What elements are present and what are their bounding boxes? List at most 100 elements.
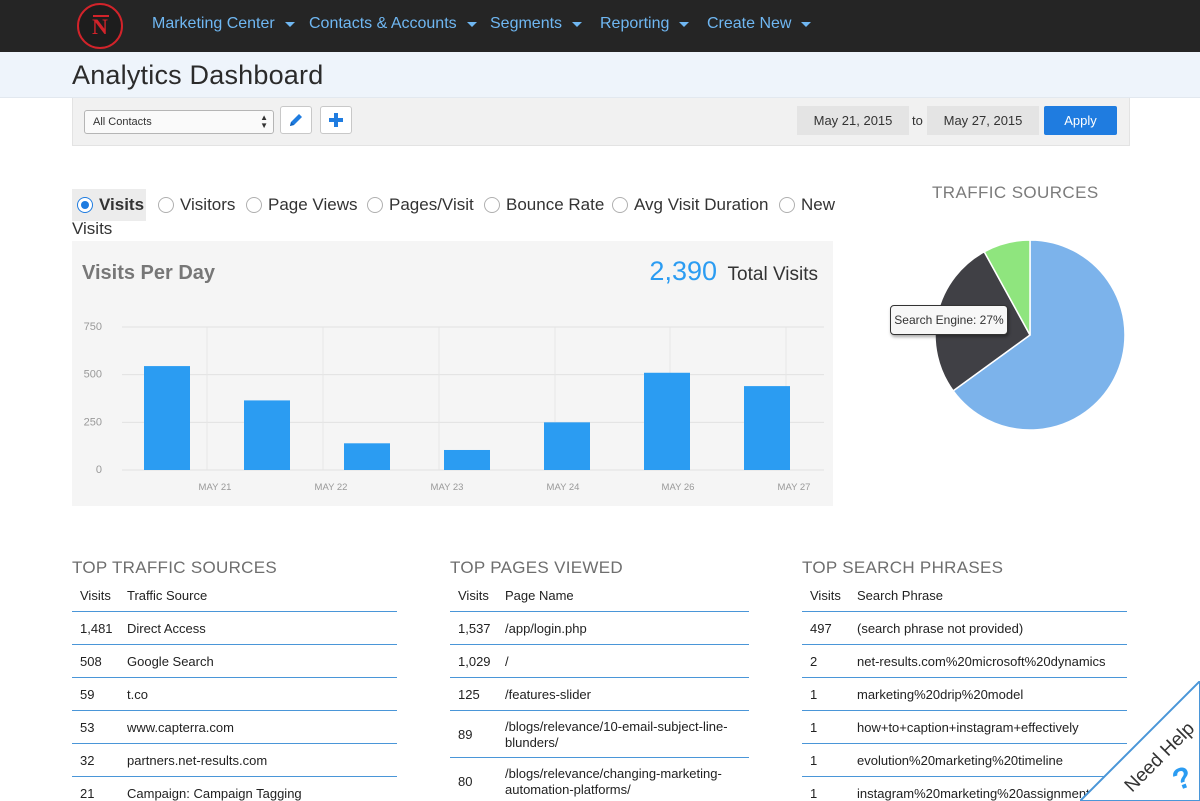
- table-row[interactable]: 80/blogs/relevance/changing-marketing-au…: [450, 758, 749, 801]
- nav-marketing-center[interactable]: Marketing Center: [152, 15, 295, 33]
- table-row[interactable]: 53 www.capterra.com: [72, 711, 397, 744]
- select-value: All Contacts: [93, 116, 152, 128]
- cell-label: /: [505, 654, 509, 669]
- cell-visits: 1: [810, 720, 818, 735]
- pencil-icon: [290, 114, 302, 126]
- chevron-down-icon: [466, 21, 477, 27]
- table-row[interactable]: 1,029 /: [450, 645, 749, 678]
- metric-page-views[interactable]: Page Views: [246, 195, 357, 215]
- metric-new-visits[interactable]: New: [779, 195, 835, 215]
- nav-label: Contacts & Accounts: [309, 15, 457, 32]
- edit-segment-button[interactable]: [280, 106, 312, 134]
- total-visits-label: Total Visits: [727, 264, 818, 285]
- add-segment-button[interactable]: [320, 106, 352, 134]
- bar[interactable]: [244, 400, 290, 470]
- nav-label: Marketing Center: [152, 15, 275, 32]
- title-band: Analytics Dashboard: [0, 52, 1200, 98]
- metric-label: Visitors: [180, 195, 236, 214]
- table-header: Visits Traffic Source: [72, 584, 397, 612]
- header-visits: Visits: [810, 588, 841, 603]
- table-row[interactable]: 1 evolution%20marketing%20timeline: [802, 744, 1127, 777]
- cell-visits: 1,481: [80, 621, 113, 636]
- bar[interactable]: [644, 372, 690, 470]
- logo-letter: N: [92, 14, 108, 39]
- apply-button[interactable]: Apply: [1044, 106, 1117, 135]
- table-row[interactable]: 508 Google Search: [72, 645, 397, 678]
- metric-label: Bounce Rate: [506, 195, 605, 214]
- table-row[interactable]: 1,481 Direct Access: [72, 612, 397, 645]
- table-row[interactable]: 1 marketing%20drip%20model: [802, 678, 1127, 711]
- header-label: Traffic Source: [127, 588, 208, 603]
- y-tick-label: 750: [84, 321, 102, 333]
- cell-label: t.co: [127, 687, 148, 702]
- header-visits: Visits: [458, 588, 489, 603]
- metric-avg-visit-duration[interactable]: Avg Visit Duration: [612, 195, 769, 215]
- table-header: Visits Search Phrase: [802, 584, 1127, 612]
- bar[interactable]: [744, 386, 790, 470]
- pie-slice[interactable]: [952, 240, 1126, 431]
- metric-visitors[interactable]: Visitors: [158, 195, 235, 215]
- table-row[interactable]: 2 net-results.com%20microsoft%20dynamics: [802, 645, 1127, 678]
- x-tick-label: MAY 24: [547, 482, 580, 493]
- header-label: Search Phrase: [857, 588, 943, 603]
- radio-icon: [367, 197, 383, 213]
- radio-icon: [612, 197, 628, 213]
- radio-icon: [246, 197, 262, 213]
- metric-label: Page Views: [268, 195, 358, 214]
- y-tick-label: 0: [96, 464, 102, 476]
- nav-reporting[interactable]: Reporting: [600, 15, 690, 33]
- metric-pages-per-visit[interactable]: Pages/Visit: [367, 195, 474, 215]
- cell-visits: 21: [80, 786, 95, 801]
- top-search-phrases-table: Visits Search Phrase 497 (search phrase not…: [802, 584, 1127, 801]
- cell-label: instagram%20marketing%20assignment: [857, 786, 1090, 801]
- pie-slice[interactable]: [983, 240, 1031, 336]
- bar[interactable]: [544, 422, 590, 470]
- table-row[interactable]: 497 (search phrase not provided): [802, 612, 1127, 645]
- contact-filter-select[interactable]: All Contacts ▲ ▼: [84, 110, 274, 134]
- bar[interactable]: [444, 449, 490, 470]
- filter-bar: All Contacts ▲ ▼ May 21, 2015 to May 27, …: [72, 98, 1130, 146]
- cell-label: Direct Access: [127, 621, 206, 636]
- bar[interactable]: [344, 443, 390, 470]
- top-search-phrases-title: TOP SEARCH PHRASES: [802, 558, 1004, 577]
- cell-visits: 1: [810, 753, 818, 768]
- need-help-button[interactable]: Need Help ?: [1080, 681, 1200, 801]
- table-row[interactable]: 89/blogs/relevance/10-email-subject-line…: [450, 711, 749, 758]
- cell-label: Google Search: [127, 654, 214, 669]
- radio-selected-icon: [77, 197, 93, 213]
- date-to-field[interactable]: May 27, 2015: [927, 106, 1039, 135]
- table-row[interactable]: 1 how+to+caption+instagram+effectively: [802, 711, 1127, 744]
- chart-title: Visits Per Day: [82, 262, 216, 284]
- cell-label: /blogs/relevance/10-email-subject-line-b…: [505, 719, 728, 750]
- x-tick-label: MAY 26: [662, 482, 695, 493]
- table-row[interactable]: 32 partners.net-results.com: [72, 744, 397, 777]
- traffic-sources-pie: [934, 240, 1126, 431]
- table-row[interactable]: 125/features-slider: [450, 678, 749, 711]
- table-row[interactable]: 59 t.co: [72, 678, 397, 711]
- cell-visits: 32: [80, 753, 95, 768]
- bar[interactable]: [144, 366, 190, 470]
- nav-create-new[interactable]: Create New: [707, 15, 812, 33]
- top-pages-viewed-table: Visits Page Name 1,537/app/login.php 1,029 /…: [450, 584, 749, 801]
- top-traffic-sources-title: TOP TRAFFIC SOURCES: [72, 558, 278, 577]
- header-label: Page Name: [505, 588, 574, 603]
- visits-chart-panel: 750 500 250 0 MAY 21 MAY 22 MAY 23 MAY 24 MAY 26…: [72, 241, 833, 506]
- metric-label: New: [801, 195, 836, 214]
- select-arrows-icon: ▲ ▼: [260, 113, 268, 130]
- metric-visits[interactable]: Visits: [77, 195, 144, 215]
- total-visits-value: 2,390: [649, 256, 717, 286]
- nav-contacts-accounts[interactable]: Contacts & Accounts: [309, 15, 477, 33]
- nav-label: Create New: [707, 15, 792, 32]
- brand-logo[interactable]: N: [77, 3, 123, 49]
- date-range-to-label: to: [912, 113, 923, 128]
- nav-segments[interactable]: Segments: [490, 15, 583, 33]
- chevron-down-icon: [284, 21, 295, 27]
- table-row[interactable]: 1 instagram%20marketing%20assignment: [802, 777, 1127, 801]
- x-tick-label: MAY 23: [431, 482, 464, 493]
- date-from-field[interactable]: May 21, 2015: [797, 106, 909, 135]
- metric-bounce-rate[interactable]: Bounce Rate: [484, 195, 604, 215]
- page-title: Analytics Dashboard: [72, 60, 324, 90]
- table-row[interactable]: 1,537/app/login.php: [450, 612, 749, 645]
- table-row[interactable]: 21 Campaign: Campaign Tagging: [72, 777, 397, 801]
- x-tick-label: MAY 22: [315, 482, 348, 493]
